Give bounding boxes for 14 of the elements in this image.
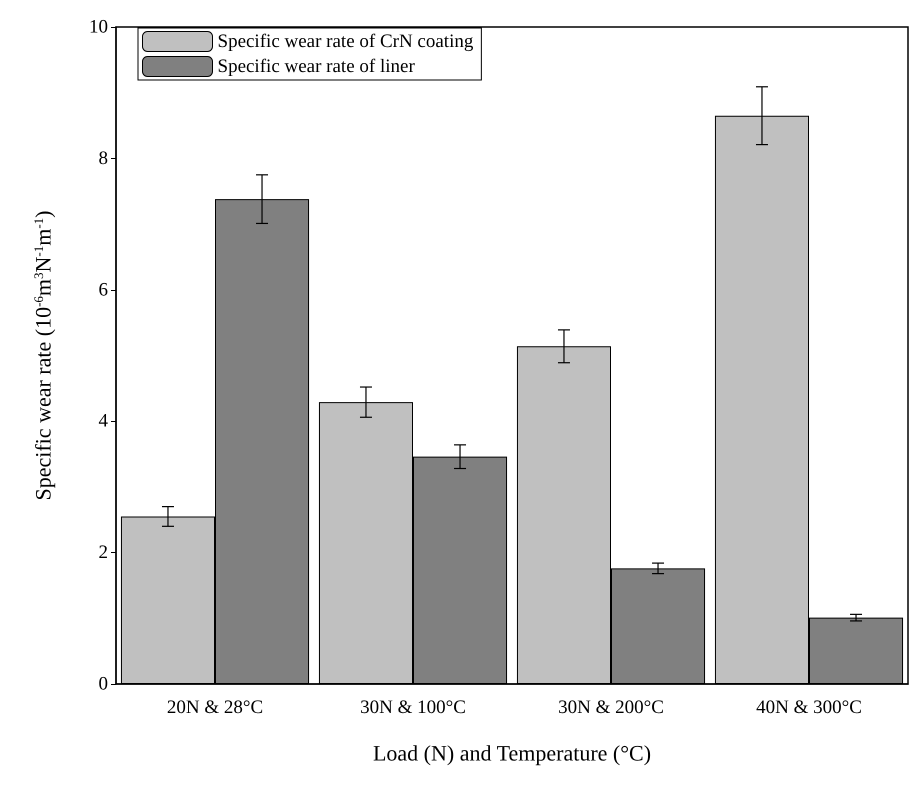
legend-label: Specific wear rate of CrN coating	[218, 31, 474, 52]
y-tick-label: 8	[98, 148, 108, 169]
y-tick-label: 2	[98, 542, 108, 564]
y-tick-label: 10	[89, 16, 108, 38]
legend-label: Specific wear rate of liner	[218, 56, 416, 77]
y-tick-label: 4	[98, 410, 108, 432]
x-axis-title: Load (N) and Temperature (°C)	[372, 740, 652, 766]
x-tick-label: 20N & 28°C	[166, 697, 264, 718]
x-tick-label: 30N & 200°C	[558, 697, 664, 718]
x-tick-label: 40N & 300°C	[756, 697, 862, 718]
x-tick-label: 30N & 100°C	[360, 697, 466, 718]
y-tick-label: 6	[98, 279, 108, 300]
y-tick-label: 0	[98, 674, 108, 694]
text: Specific wear rate (10-6m3N-1m-1)	[30, 210, 56, 501]
